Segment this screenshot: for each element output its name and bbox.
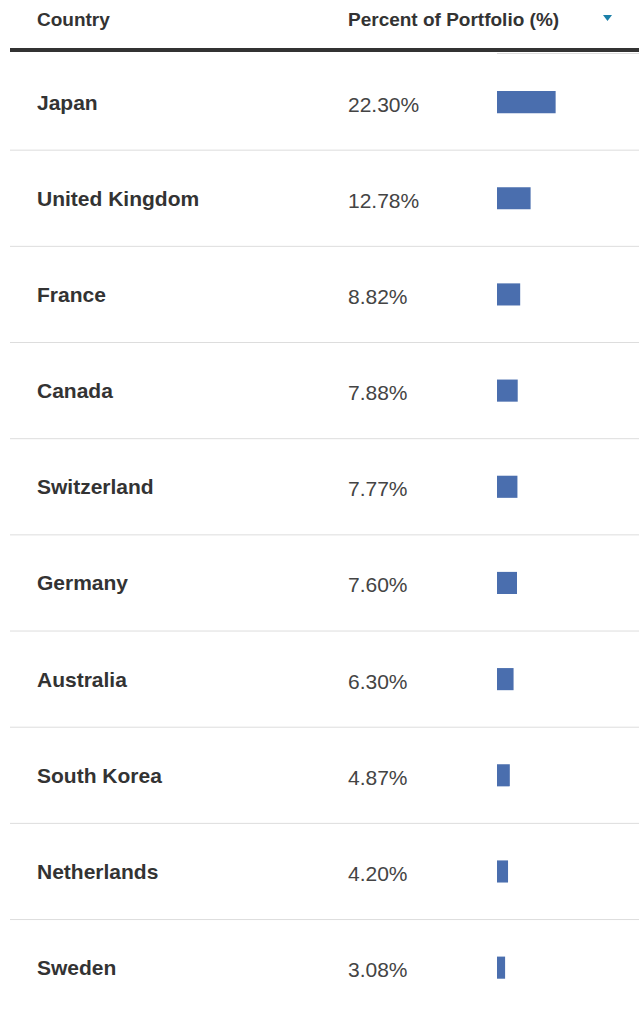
- svg-text:Percent of Portfolio (%): Percent of Portfolio (%): [348, 9, 559, 30]
- svg-text:Country: Country: [37, 9, 110, 30]
- svg-text:United Kingdom: United Kingdom: [37, 187, 199, 210]
- svg-text:Australia: Australia: [37, 668, 127, 691]
- svg-text:Netherlands: Netherlands: [37, 860, 158, 883]
- svg-text:Canada: Canada: [37, 379, 113, 402]
- svg-text:France: France: [37, 283, 106, 306]
- svg-text:7.60%: 7.60%: [348, 573, 408, 596]
- svg-text:Sweden: Sweden: [37, 956, 116, 979]
- svg-text:22.30%: 22.30%: [348, 93, 419, 116]
- svg-text:7.77%: 7.77%: [348, 477, 408, 500]
- svg-text:3.08%: 3.08%: [348, 958, 408, 981]
- svg-text:Switzerland: Switzerland: [37, 475, 154, 498]
- svg-text:6.30%: 6.30%: [348, 670, 408, 693]
- svg-text:7.88%: 7.88%: [348, 381, 408, 404]
- svg-text:South Korea: South Korea: [37, 764, 162, 787]
- svg-text:Japan: Japan: [37, 91, 98, 114]
- svg-text:12.78%: 12.78%: [348, 189, 419, 212]
- svg-text:8.82%: 8.82%: [348, 285, 408, 308]
- svg-text:4.87%: 4.87%: [348, 766, 408, 789]
- svg-text:Germany: Germany: [37, 571, 128, 594]
- svg-text:4.20%: 4.20%: [348, 862, 408, 885]
